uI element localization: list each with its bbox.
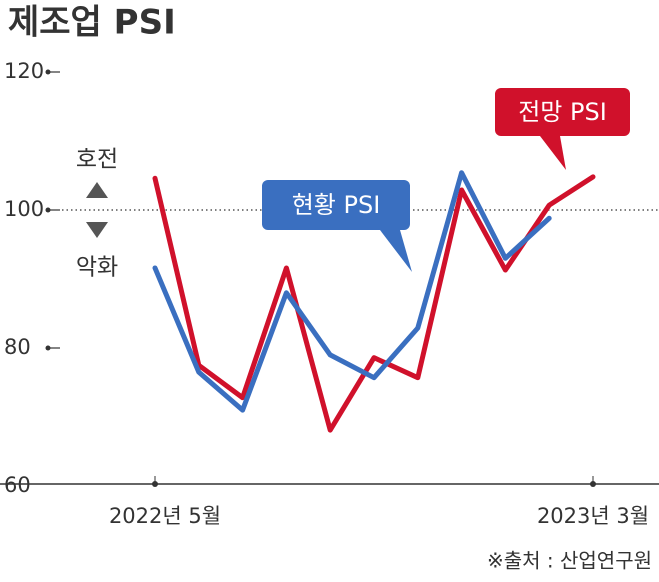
tick-dot: [45, 345, 51, 351]
x-tick-label: 2023년 3월: [537, 504, 649, 528]
annotation: 악화: [76, 255, 118, 281]
annotation: 호전: [76, 147, 118, 173]
y-tick-label: 80: [4, 335, 31, 359]
up-arrow: [86, 182, 108, 198]
down-arrow: [86, 222, 108, 238]
callout-tail: [540, 136, 566, 170]
y-tick-label: 60: [4, 473, 31, 497]
x-tick-label: 2022년 5월: [109, 504, 221, 528]
chart-title: 제조업 PSI: [8, 3, 176, 43]
callout-tail: [380, 230, 412, 272]
legend-label: 현황 PSI: [292, 191, 381, 219]
legend-box: [495, 88, 630, 136]
legend-box: [262, 180, 410, 230]
tick-dot: [45, 207, 51, 213]
source: ※출처 : 산업연구원: [487, 549, 652, 573]
series-line: [152, 174, 596, 433]
series-line: [152, 170, 552, 413]
tick-dot: [45, 69, 51, 75]
y-tick-label: 120: [4, 59, 44, 83]
y-tick-label: 100: [4, 197, 44, 221]
legend-label: 전망 PSI: [518, 98, 607, 126]
